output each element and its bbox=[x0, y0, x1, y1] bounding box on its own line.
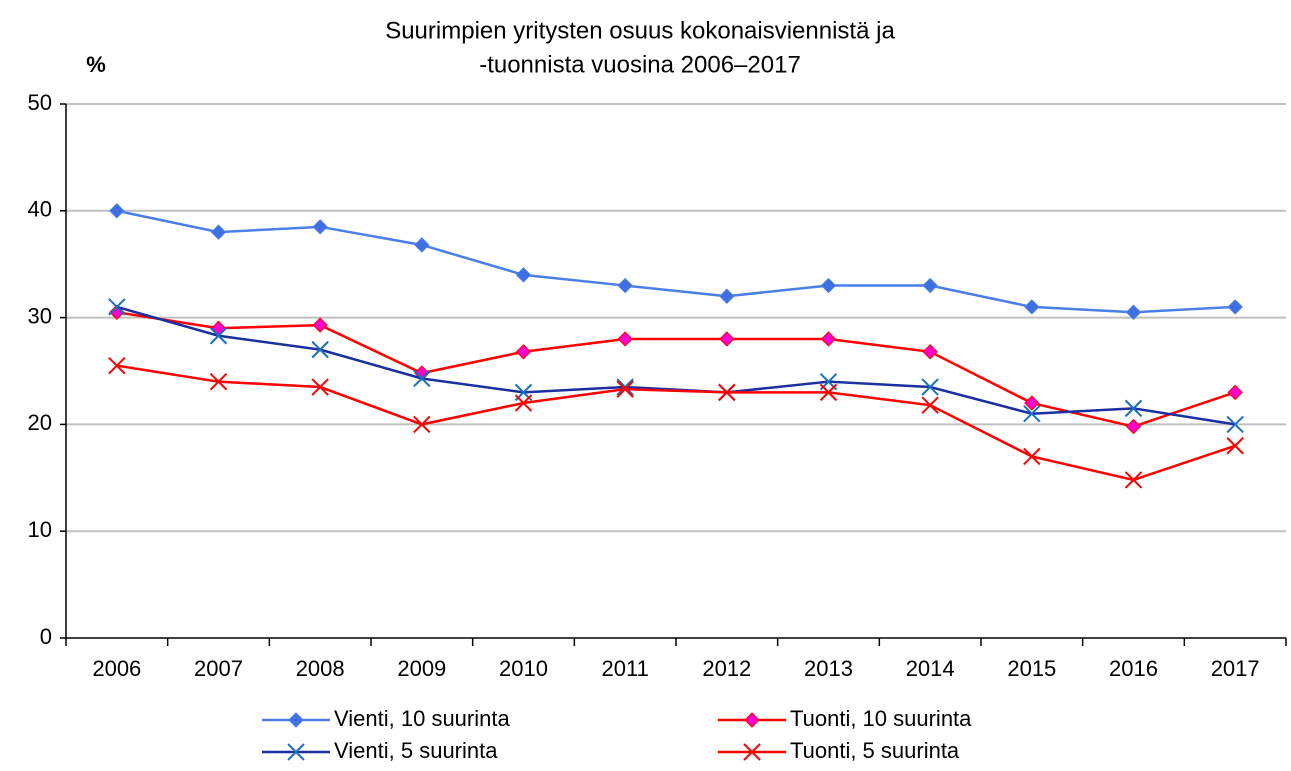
marker bbox=[1125, 418, 1142, 435]
marker bbox=[514, 394, 533, 412]
series-line bbox=[116, 209, 1236, 314]
marker bbox=[108, 356, 126, 375]
marker bbox=[414, 365, 430, 381]
marker bbox=[312, 219, 328, 235]
marker bbox=[922, 344, 938, 360]
marker bbox=[209, 372, 228, 391]
marker bbox=[312, 317, 328, 333]
marker bbox=[288, 712, 304, 728]
marker bbox=[311, 378, 329, 396]
marker bbox=[1124, 399, 1143, 418]
marker bbox=[616, 380, 634, 398]
chart-title: Suurimpien yritysten osuus kokonaisvienn… bbox=[385, 17, 895, 44]
y-tick-label: 0 bbox=[40, 624, 52, 649]
marker bbox=[1024, 299, 1040, 315]
marker bbox=[1226, 415, 1244, 434]
marker bbox=[1023, 447, 1041, 466]
marker bbox=[414, 237, 430, 253]
x-tick-label: 2012 bbox=[702, 656, 751, 681]
x-tick-label: 2014 bbox=[906, 656, 955, 681]
legend-label: Tuonti, 10 suurinta bbox=[790, 706, 972, 731]
marker bbox=[413, 415, 431, 434]
x-tick-label: 2013 bbox=[804, 656, 853, 681]
marker bbox=[515, 267, 532, 283]
marker bbox=[1227, 299, 1243, 315]
x-tick-label: 2017 bbox=[1211, 656, 1260, 681]
y-tick-label: 10 bbox=[28, 517, 52, 542]
y-axis-label: % bbox=[86, 52, 106, 77]
legend-label: Vienti, 5 suurinta bbox=[334, 738, 498, 763]
legend-label: Tuonti, 5 suurinta bbox=[790, 738, 960, 763]
marker bbox=[921, 378, 939, 396]
marker bbox=[819, 383, 838, 402]
marker bbox=[108, 298, 126, 316]
marker bbox=[515, 344, 532, 360]
x-tick-label: 2008 bbox=[296, 656, 345, 681]
marker bbox=[413, 369, 431, 388]
marker bbox=[921, 396, 939, 414]
marker bbox=[1125, 304, 1142, 320]
marker bbox=[1124, 471, 1143, 489]
marker bbox=[743, 743, 761, 761]
marker bbox=[616, 378, 634, 396]
marker bbox=[617, 331, 633, 347]
marker bbox=[820, 331, 837, 347]
marker bbox=[719, 331, 735, 347]
marker bbox=[820, 277, 837, 294]
marker bbox=[1227, 384, 1243, 401]
x-tick-label: 2009 bbox=[397, 656, 446, 681]
series-line bbox=[116, 364, 1236, 482]
series-line bbox=[116, 311, 1236, 428]
y-tick-label: 30 bbox=[28, 303, 52, 328]
chart-title: -tuonnista vuosina 2006–2017 bbox=[479, 51, 801, 78]
x-tick-label: 2006 bbox=[92, 656, 141, 681]
marker bbox=[1226, 437, 1244, 455]
marker bbox=[1023, 405, 1041, 423]
marker bbox=[744, 712, 760, 728]
marker bbox=[617, 277, 633, 294]
y-tick-label: 20 bbox=[28, 410, 52, 435]
marker bbox=[287, 743, 305, 761]
marker bbox=[922, 277, 938, 294]
legend-label: Vienti, 10 suurinta bbox=[334, 706, 510, 731]
marker bbox=[311, 340, 329, 359]
x-tick-label: 2015 bbox=[1007, 656, 1056, 681]
x-tick-label: 2011 bbox=[602, 656, 649, 681]
x-tick-label: 2016 bbox=[1109, 656, 1158, 681]
marker bbox=[719, 288, 735, 304]
marker bbox=[210, 224, 227, 240]
marker bbox=[718, 383, 736, 402]
marker bbox=[209, 327, 228, 345]
x-tick-label: 2007 bbox=[194, 656, 243, 681]
series-line bbox=[116, 305, 1236, 426]
x-tick-label: 2010 bbox=[499, 656, 548, 681]
marker bbox=[1024, 395, 1040, 411]
y-tick-label: 40 bbox=[28, 197, 52, 222]
marker bbox=[109, 203, 125, 219]
y-tick-label: 50 bbox=[28, 90, 52, 115]
